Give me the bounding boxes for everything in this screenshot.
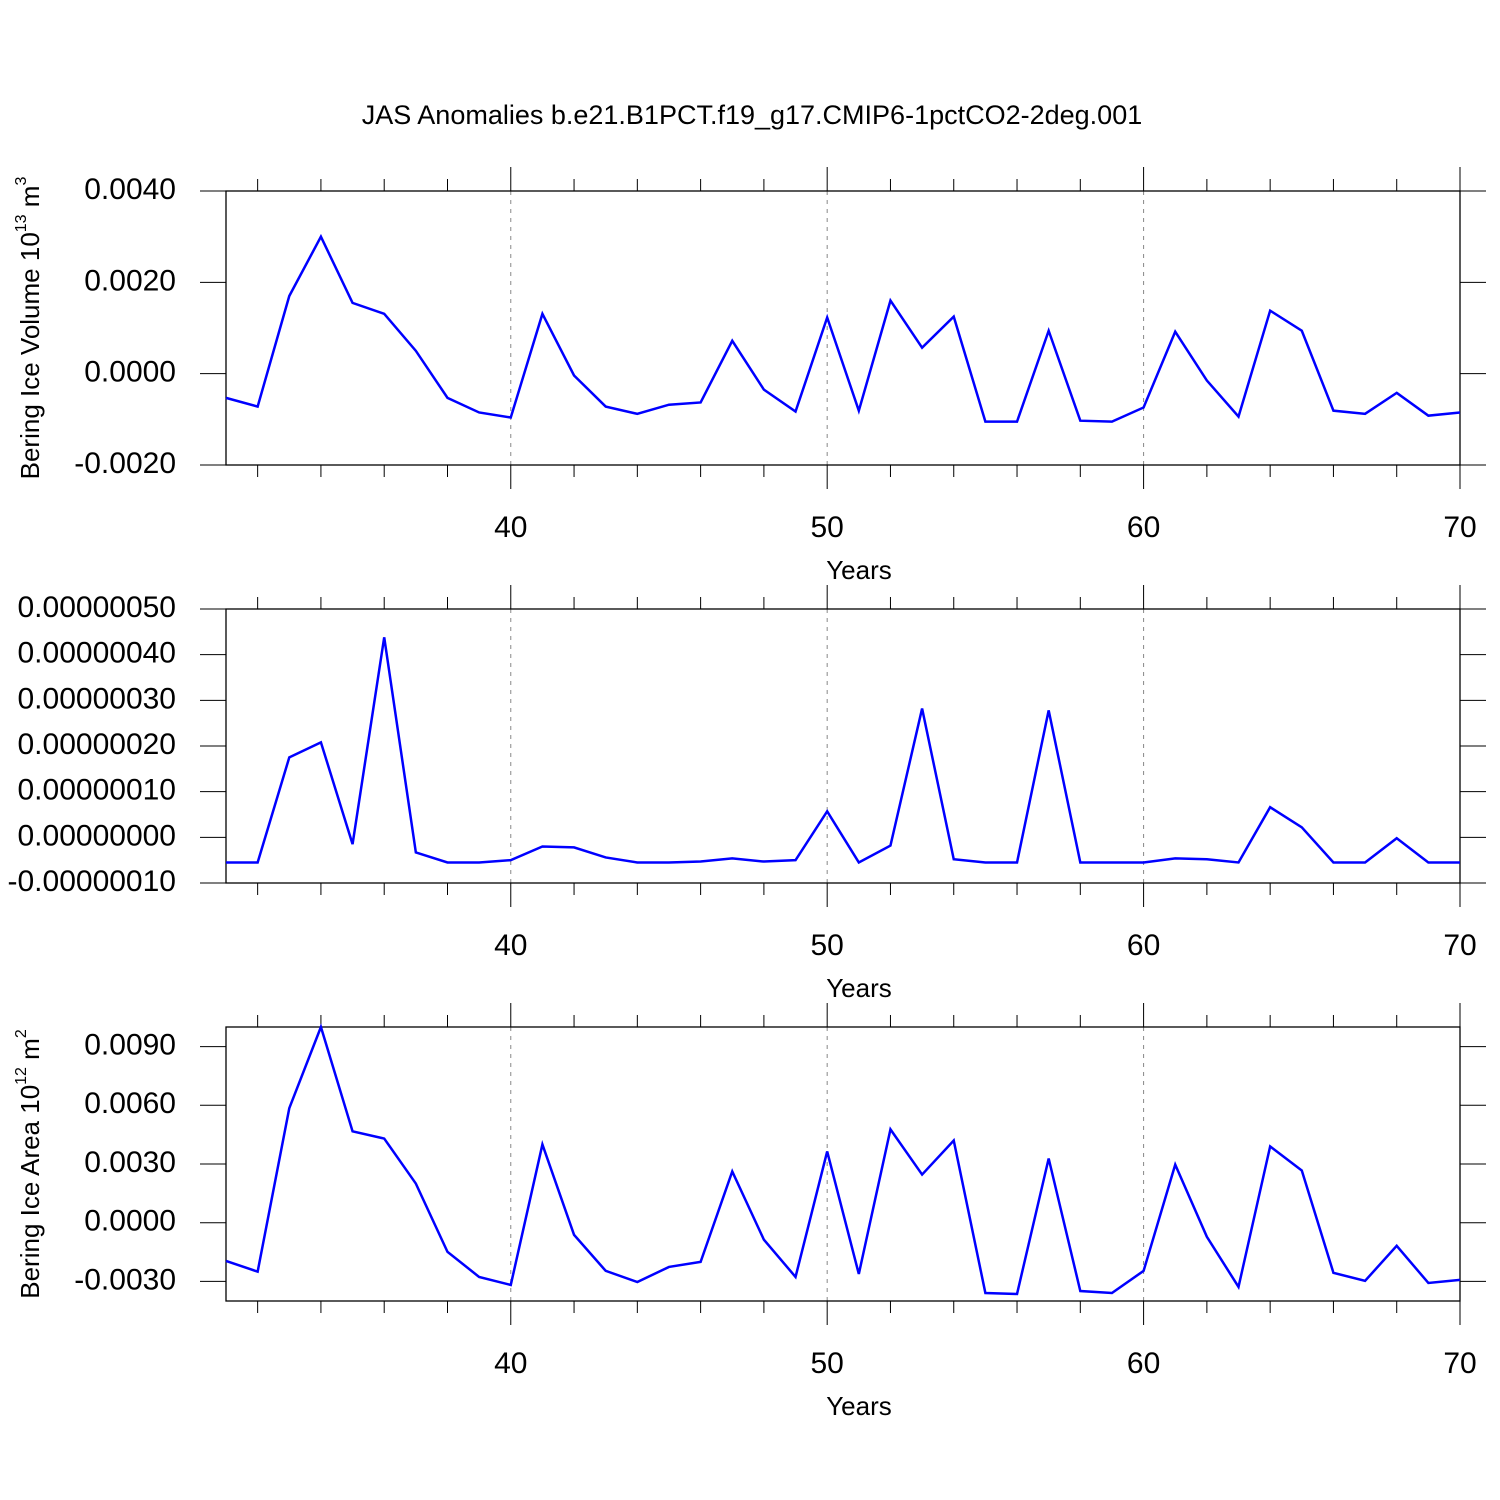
data-line xyxy=(225,1023,1461,1296)
y-tick-label: 0.00000030 xyxy=(18,682,177,715)
chart-title: JAS Anomalies b.e21.B1PCT.f19_g17.CMIP6-… xyxy=(362,100,1142,130)
y-tick-label: 0.0020 xyxy=(84,264,176,297)
y-tick-label: 0.0000 xyxy=(84,356,176,389)
y-label-text: Bering Ice Volume 10 xyxy=(15,232,45,479)
x-axis-label: Years xyxy=(826,1391,892,1421)
plot-frame xyxy=(225,190,1461,466)
y-tick-label: 0.00000050 xyxy=(18,591,177,624)
x-tick-label: 50 xyxy=(810,1347,843,1380)
y-label-unit: m xyxy=(15,1038,45,1067)
x-tick-label: 70 xyxy=(1443,511,1476,544)
y-label-unit-exponent: 2 xyxy=(13,1029,30,1038)
y-label-unit: m xyxy=(15,186,45,215)
y-tick-label: -0.0030 xyxy=(74,1263,176,1296)
x-tick-label: 40 xyxy=(494,929,527,962)
y-tick-label: 0.00000010 xyxy=(18,774,177,807)
y-tick-label: 0.0090 xyxy=(84,1028,176,1061)
y-tick-label: 0.0000 xyxy=(84,1205,176,1238)
y-axis-label: Bering Ice Volume 1013 m3 xyxy=(13,177,45,480)
data-line xyxy=(226,637,1460,865)
y-axis-label: Bering Ice Area 1012 m2 xyxy=(13,1029,45,1299)
x-tick-label: 40 xyxy=(494,1347,527,1380)
y-label-unit-exponent: 3 xyxy=(13,177,30,186)
plot-frame xyxy=(225,1026,1461,1302)
x-tick-label: 70 xyxy=(1443,1347,1476,1380)
y-tick-label: 0.0060 xyxy=(84,1087,176,1120)
y-tick-label: 0.00000020 xyxy=(18,728,177,761)
x-tick-label: 60 xyxy=(1127,929,1160,962)
y-tick-label: 0.0040 xyxy=(84,173,176,206)
x-tick-label: 50 xyxy=(810,929,843,962)
x-tick-label: 50 xyxy=(810,511,843,544)
y-label-exponent: 12 xyxy=(13,1067,30,1085)
x-tick-label: 60 xyxy=(1127,1347,1160,1380)
y-label-exponent: 13 xyxy=(13,214,30,232)
x-axis-label: Years xyxy=(826,555,892,585)
y-tick-label: 0.0030 xyxy=(84,1146,176,1179)
y-label-text: Bering Ice Area 10 xyxy=(15,1085,45,1299)
y-tick-label: -0.0020 xyxy=(74,447,176,480)
data-line xyxy=(225,233,1461,423)
y-tick-label: -0.00000010 xyxy=(8,865,177,898)
x-axis-label: Years xyxy=(826,973,892,1003)
y-tick-label: 0.00000000 xyxy=(18,819,177,852)
y-tick-label: 0.00000040 xyxy=(18,637,177,670)
plot-frame xyxy=(225,608,1461,884)
x-tick-label: 70 xyxy=(1443,929,1476,962)
x-tick-label: 40 xyxy=(494,511,527,544)
x-tick-label: 60 xyxy=(1127,511,1160,544)
